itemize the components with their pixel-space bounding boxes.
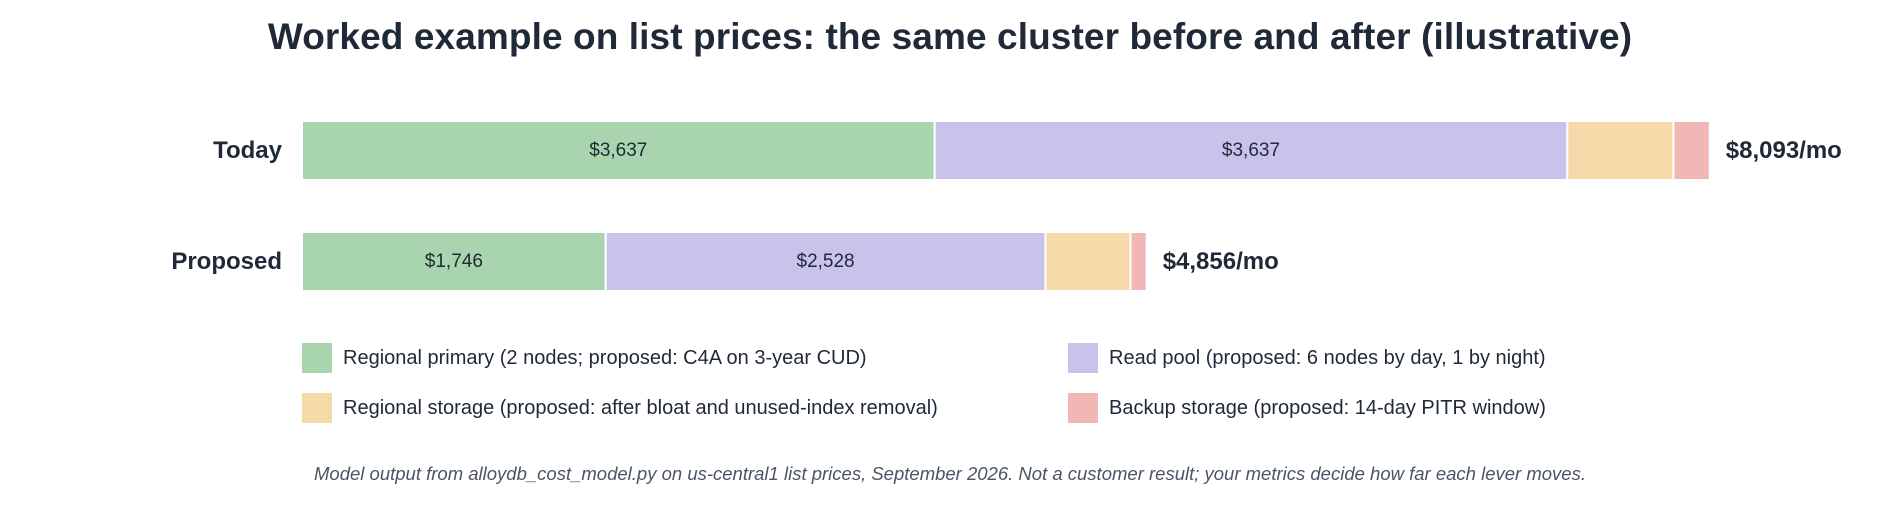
bar-segment-today-0 <box>301 120 936 181</box>
bar-segment-proposed-1 <box>604 231 1047 292</box>
bar-segment-today-2 <box>1566 120 1675 181</box>
legend-item-regional-storage: Regional storage (proposed: after bloat … <box>302 393 938 423</box>
category-label-today: Today <box>213 137 283 164</box>
footnote: Model output from alloydb_cost_model.py … <box>314 463 1586 484</box>
segment-value-label: $3,637 <box>1222 140 1280 161</box>
legend-label: Regional storage (proposed: after bloat … <box>343 396 938 419</box>
legend-label: Backup storage (proposed: 14-day PITR wi… <box>1109 396 1546 419</box>
segment-value-label: $2,528 <box>797 251 855 272</box>
legend-swatch <box>302 393 332 423</box>
bar-segment-proposed-2 <box>1044 231 1132 292</box>
bar-segment-today-1 <box>933 120 1569 181</box>
category-label-proposed: Proposed <box>171 248 282 275</box>
total-label-proposed: $4,856/mo <box>1163 248 1279 275</box>
bar-segment-proposed-3 <box>1129 231 1148 292</box>
legend-label: Regional primary (2 nodes; proposed: C4A… <box>343 346 867 369</box>
legend-swatch <box>1068 393 1098 423</box>
legend-swatch <box>302 343 332 373</box>
total-label-today: $8,093/mo <box>1726 137 1842 164</box>
legend-item-regional-primary: Regional primary (2 nodes; proposed: C4A… <box>302 343 867 373</box>
chart-title: Worked example on list prices: the same … <box>267 16 1633 57</box>
legend-swatch <box>1068 343 1098 373</box>
bar-segment-today-3 <box>1672 120 1711 181</box>
legend-item-backup-storage: Backup storage (proposed: 14-day PITR wi… <box>1068 393 1546 423</box>
legend-item-read-pool: Read pool (proposed: 6 nodes by day, 1 b… <box>1068 343 1546 373</box>
legend-label: Read pool (proposed: 6 nodes by day, 1 b… <box>1109 346 1546 369</box>
segment-value-label: $1,746 <box>425 251 483 272</box>
bar-segment-proposed-0 <box>301 231 607 292</box>
segment-value-label: $3,637 <box>589 140 647 161</box>
